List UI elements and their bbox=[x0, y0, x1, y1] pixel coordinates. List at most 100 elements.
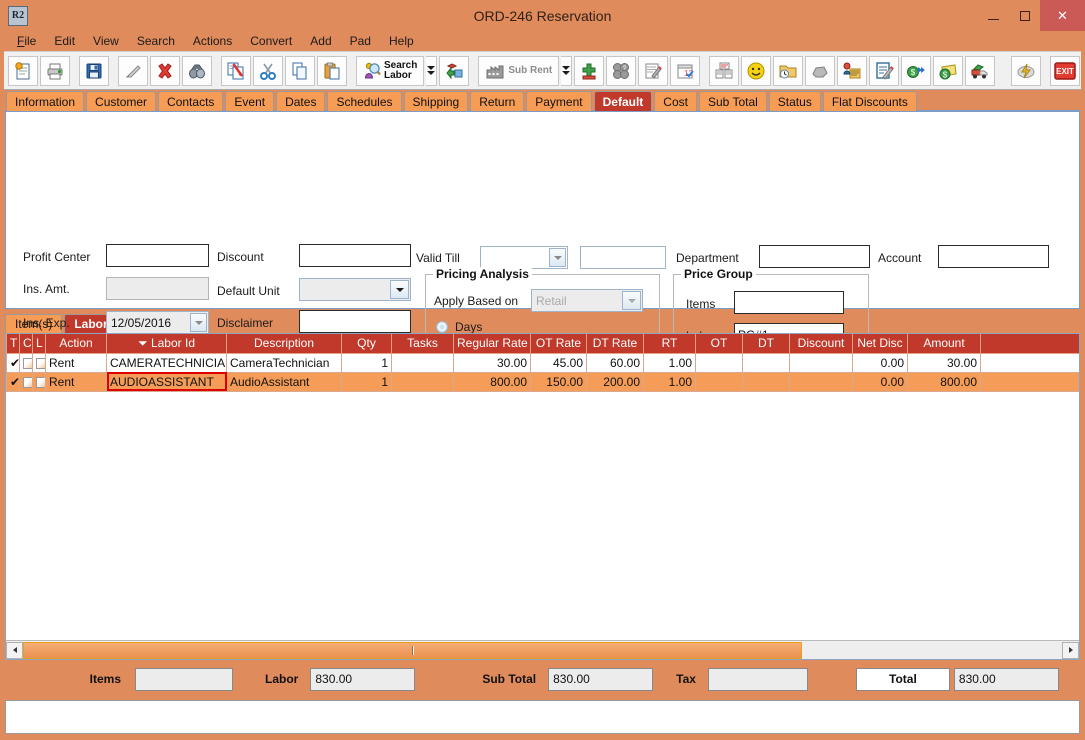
valid-till-date-input[interactable] bbox=[480, 246, 568, 269]
col-net-disc[interactable]: Net Disc bbox=[852, 334, 908, 354]
row-t-checkbox[interactable]: ✔ bbox=[6, 371, 20, 392]
scroll-track[interactable] bbox=[23, 641, 1062, 659]
row-qty[interactable]: 1 bbox=[341, 371, 392, 392]
tab-information[interactable]: Information bbox=[6, 91, 85, 111]
row-c-checkbox[interactable] bbox=[19, 371, 33, 392]
row-amount[interactable]: 800.00 bbox=[907, 371, 981, 392]
add-button[interactable] bbox=[574, 55, 605, 86]
menu-help[interactable]: Help bbox=[388, 34, 414, 48]
exchange-box-button[interactable] bbox=[439, 55, 470, 86]
valid-till-dropdown-button[interactable] bbox=[549, 248, 566, 267]
new-document-button[interactable] bbox=[8, 55, 38, 86]
table-row[interactable]: ✔ Rent CAMERATECHNICIAN CameraTechnician… bbox=[6, 352, 1079, 373]
discount-input[interactable] bbox=[299, 244, 411, 267]
group-items-button[interactable]: ? bbox=[606, 55, 637, 86]
grid-tab-labor[interactable]: Labor bbox=[64, 314, 118, 333]
row-action[interactable]: Rent bbox=[45, 371, 107, 392]
col-dt-rate[interactable]: DT Rate bbox=[586, 334, 644, 354]
scroll-left-button[interactable] bbox=[6, 641, 23, 659]
row-tasks[interactable] bbox=[391, 371, 454, 392]
row-ot[interactable] bbox=[695, 352, 743, 373]
col-description[interactable]: Description bbox=[226, 334, 342, 354]
col-t[interactable]: T bbox=[6, 334, 20, 354]
col-regular-rate[interactable]: Regular Rate bbox=[453, 334, 531, 354]
menu-convert[interactable]: Convert bbox=[250, 34, 293, 48]
exit-button[interactable]: EXIT bbox=[1050, 55, 1081, 86]
apply-based-on-select[interactable]: Retail bbox=[531, 289, 643, 312]
menu-edit[interactable]: Edit bbox=[54, 34, 76, 48]
row-t-checkbox[interactable]: ✔ bbox=[6, 352, 20, 373]
row-dt-rate[interactable]: 200.00 bbox=[586, 371, 644, 392]
notes-edit-button[interactable] bbox=[638, 55, 669, 86]
row-ot-rate[interactable]: 150.00 bbox=[530, 371, 587, 392]
default-unit-dropdown-button[interactable] bbox=[390, 280, 409, 299]
close-button[interactable]: ✕ bbox=[1040, 0, 1085, 31]
maximize-button[interactable] bbox=[1009, 0, 1040, 31]
tab-default[interactable]: Default bbox=[593, 91, 653, 111]
department-input[interactable] bbox=[759, 245, 870, 268]
row-l-checkbox[interactable] bbox=[32, 371, 46, 392]
scroll-right-button[interactable] bbox=[1062, 641, 1079, 659]
row-dt-rate[interactable]: 60.00 bbox=[586, 352, 644, 373]
row-rt[interactable]: 1.00 bbox=[643, 352, 696, 373]
money-invoice-button[interactable]: $ bbox=[933, 55, 964, 86]
col-amount[interactable]: Amount bbox=[907, 334, 981, 354]
row-tasks[interactable] bbox=[391, 352, 454, 373]
minimize-button[interactable] bbox=[978, 0, 1009, 31]
copy-button[interactable] bbox=[285, 55, 315, 86]
table-row[interactable]: ✔ Rent AUDIOASSISTANT AudioAssistant 1 8… bbox=[6, 371, 1079, 392]
row-net-disc[interactable]: 0.00 bbox=[852, 371, 908, 392]
row-start-d[interactable] bbox=[980, 371, 1079, 392]
col-ot[interactable]: OT bbox=[695, 334, 743, 354]
tab-customer[interactable]: Customer bbox=[86, 91, 157, 111]
edit-pencil-button[interactable] bbox=[118, 55, 148, 86]
row-action[interactable]: Rent bbox=[45, 352, 107, 373]
account-input[interactable] bbox=[938, 245, 1049, 268]
row-c-checkbox[interactable] bbox=[19, 352, 33, 373]
col-ot-rate[interactable]: OT Rate bbox=[530, 334, 587, 354]
profit-center-input[interactable] bbox=[106, 244, 209, 267]
col-labor-id[interactable]: ⏷ Labor Id bbox=[106, 334, 227, 354]
price-group-items-input[interactable] bbox=[734, 291, 844, 314]
col-qty[interactable]: Qty bbox=[341, 334, 392, 354]
row-amount[interactable]: 30.00 bbox=[907, 352, 981, 373]
grid-tab-items[interactable]: Item(s) bbox=[5, 314, 63, 333]
menu-search[interactable]: Search bbox=[136, 34, 175, 48]
cut-button[interactable] bbox=[253, 55, 283, 86]
tab-dates[interactable]: Dates bbox=[276, 91, 326, 111]
col-c[interactable]: C bbox=[19, 334, 33, 354]
equipment-button[interactable] bbox=[837, 55, 868, 86]
row-ot[interactable] bbox=[695, 371, 743, 392]
menu-actions[interactable]: Actions bbox=[192, 34, 233, 48]
print-button[interactable] bbox=[40, 55, 70, 86]
calendar-button[interactable]: 12 bbox=[670, 55, 701, 86]
menu-view[interactable]: View bbox=[93, 34, 119, 48]
row-l-checkbox[interactable] bbox=[32, 352, 46, 373]
apply-based-on-dropdown-button[interactable] bbox=[622, 291, 641, 310]
find-binoculars-button[interactable] bbox=[182, 55, 212, 86]
row-discount[interactable] bbox=[789, 371, 853, 392]
row-net-disc[interactable]: 0.00 bbox=[852, 352, 908, 373]
ins-exp-dropdown-button[interactable] bbox=[190, 313, 207, 332]
save-button[interactable] bbox=[79, 55, 109, 86]
row-ot-rate[interactable]: 45.00 bbox=[530, 352, 587, 373]
print-reports-button[interactable] bbox=[709, 55, 740, 86]
menu-file[interactable]: File bbox=[17, 34, 37, 48]
folder-clock-button[interactable] bbox=[773, 55, 804, 86]
total-button[interactable]: Total bbox=[855, 667, 950, 691]
truck-delivery-button[interactable] bbox=[965, 55, 996, 86]
row-start-d[interactable] bbox=[980, 352, 1079, 373]
tab-schedules[interactable]: Schedules bbox=[327, 91, 402, 111]
power-flash-button[interactable] bbox=[1011, 55, 1042, 86]
row-dt[interactable] bbox=[742, 371, 790, 392]
days-radio-row[interactable]: Days bbox=[436, 320, 482, 334]
document-arrow-button[interactable] bbox=[221, 55, 251, 86]
search-labor-button[interactable]: Search Labor bbox=[356, 55, 425, 86]
days-radio[interactable] bbox=[436, 321, 448, 333]
paste-button[interactable] bbox=[317, 55, 347, 86]
col-discount[interactable]: Discount bbox=[789, 334, 853, 354]
col-l[interactable]: L bbox=[32, 334, 46, 354]
row-rt[interactable]: 1.00 bbox=[643, 371, 696, 392]
col-rt[interactable]: RT bbox=[643, 334, 696, 354]
col-action[interactable]: Action bbox=[45, 334, 107, 354]
